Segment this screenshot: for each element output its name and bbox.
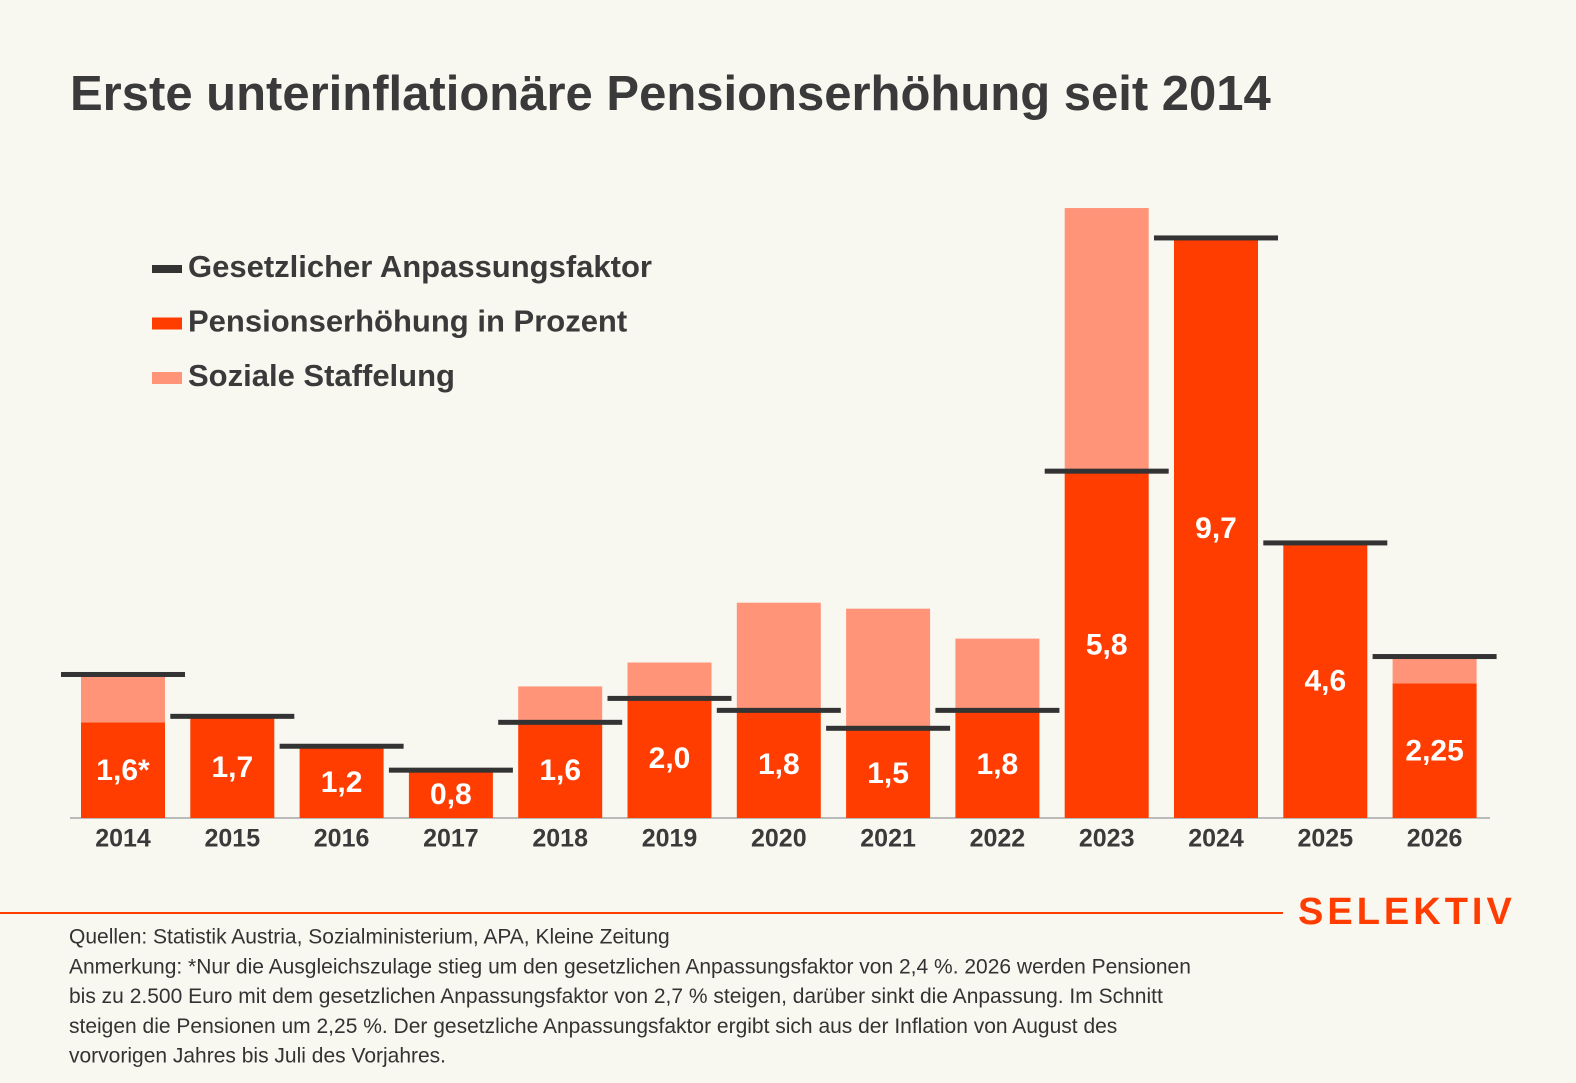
footnote: steigen die Pensionen um 2,25 %. Der ges…	[69, 1015, 1117, 1038]
value-label: 4,6	[1304, 664, 1346, 697]
bar-segment	[1064, 208, 1149, 472]
value-label: 1,2	[321, 766, 363, 799]
bar	[518, 722, 603, 818]
marker	[716, 707, 841, 713]
legend-swatch	[152, 317, 182, 330]
legend-label: Gesetzlicher Anpassungsfaktor	[188, 249, 652, 284]
marker	[1263, 540, 1388, 546]
marker	[826, 725, 951, 731]
x-tick-label: 2014	[95, 825, 151, 853]
x-tick-label: 2020	[751, 825, 807, 853]
x-tick-label: 2017	[423, 825, 479, 853]
bar-segment	[81, 674, 165, 723]
value-label: 9,7	[1195, 512, 1237, 545]
chart-title: Erste unterinflationäre Pensionserhöhung…	[70, 67, 1271, 121]
value-label: 1,6*	[96, 754, 150, 787]
footnote: bis zu 2.500 Euro mit dem gesetzlichen A…	[69, 985, 1163, 1008]
marker	[935, 707, 1060, 713]
value-label: 1,8	[977, 748, 1019, 781]
bar	[408, 770, 493, 818]
bar	[736, 710, 821, 818]
marker	[170, 713, 295, 719]
value-label: 2,25	[1405, 735, 1463, 768]
footnote: Quellen: Statistik Austria, Sozialminist…	[69, 926, 670, 949]
value-label: 5,8	[1086, 629, 1128, 662]
x-tick-label: 2026	[1407, 825, 1463, 853]
x-tick-label: 2018	[532, 825, 588, 853]
x-tick-label: 2024	[1188, 825, 1244, 853]
legend-label: Soziale Staffelung	[188, 358, 455, 393]
bar	[1392, 683, 1477, 818]
marker	[61, 671, 185, 677]
bar	[190, 716, 275, 818]
marker	[607, 695, 732, 701]
bar	[627, 698, 712, 818]
bar	[846, 728, 931, 818]
legend-label: Pensionserhöhung in Prozent	[188, 304, 627, 339]
bar	[81, 722, 165, 818]
bar	[1174, 237, 1258, 818]
bar-segment	[518, 686, 603, 723]
bar	[955, 710, 1040, 818]
bar-segment	[955, 638, 1040, 711]
footnote: Anmerkung: *Nur die Ausgleichszulage sti…	[69, 955, 1191, 978]
marker	[498, 719, 623, 725]
bar-segment	[846, 608, 931, 729]
x-tick-label: 2015	[204, 825, 260, 853]
x-tick-label: 2016	[314, 825, 370, 853]
bar-segment	[1392, 656, 1477, 684]
marker	[1154, 235, 1278, 241]
bar	[299, 746, 384, 818]
bar-segment	[736, 602, 821, 711]
x-tick-label: 2022	[970, 825, 1026, 853]
value-label: 1,6	[539, 754, 581, 787]
value-label: 1,5	[867, 757, 909, 790]
value-label: 1,7	[211, 751, 253, 784]
footnote: vorvorigen Jahres bis Juli des Vorjahres…	[69, 1045, 446, 1068]
bar-segment	[627, 662, 712, 699]
value-label: 1,8	[758, 748, 800, 781]
x-tick-label: 2023	[1079, 825, 1135, 853]
marker	[279, 743, 404, 749]
x-tick-label: 2025	[1297, 825, 1353, 853]
marker	[1372, 654, 1497, 660]
marker	[1044, 468, 1169, 474]
marker	[388, 767, 513, 773]
logo: SELEKTIV	[1298, 891, 1516, 933]
value-label: 0,8	[430, 778, 472, 811]
value-label: 2,0	[649, 742, 691, 775]
legend-swatch	[152, 372, 182, 384]
bar	[1064, 471, 1149, 818]
x-tick-label: 2019	[642, 825, 698, 853]
legend-swatch	[152, 265, 182, 273]
bar	[1283, 542, 1368, 818]
x-tick-label: 2021	[860, 825, 916, 853]
